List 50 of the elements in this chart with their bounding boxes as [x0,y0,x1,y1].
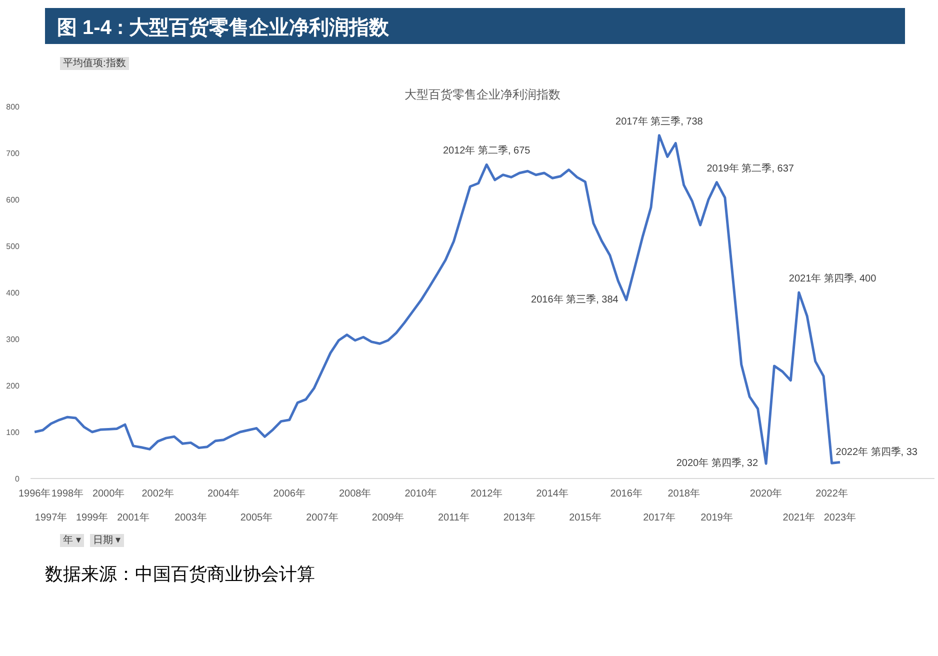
x-tick-label: 2016年 [610,488,642,500]
y-tick-label: 200 [6,382,20,391]
source-note: 数据来源：中国百货商业协会计算 [45,562,315,586]
y-tick-label: 100 [6,428,20,438]
y-tick-label: 700 [6,149,20,158]
x-tick-label: 2001年 [117,512,150,524]
x-tick-label: 1997年 [34,512,68,524]
annotation: 2022年 第四季, 33 [836,446,918,458]
x-tick-label: 2020年 [750,488,782,500]
chart-title: 图 1-4 : 大型百货零售企业净利润指数 [57,16,390,41]
x-tick-label: 2006年 [273,488,306,500]
x-tick-label: 2005年 [240,512,273,524]
annotation: 2017年 第三季, 738 [616,116,704,128]
y-tick-label: 0 [15,474,20,484]
x-tick-label: 2019年 [700,512,733,524]
x-tick-label: 2015年 [569,512,602,524]
x-tick-label: 2000年 [92,488,125,500]
text: 年 ▾ [60,534,84,548]
x-tick-label: 2008年 [338,488,372,500]
x-tick-label: 2011年 [438,512,470,524]
annotation: 2020年 第四季, 32 [676,457,758,470]
chart-subtitle: 大型百货零售企业净利润指数 [404,88,560,102]
x-tick-label: 2021年 [782,512,816,524]
y-tick-label: 800 [6,102,20,112]
x-tick-label: 2003年 [174,512,207,524]
annotation: 2021年 第四季, 400 [788,272,877,285]
x-tick-label: 2007年 [306,512,338,524]
x-tick-label: 2010年 [404,488,437,500]
x-tick-label: 2022年 [816,488,848,500]
y-tick-label: 300 [6,335,20,344]
annotation: 2019年 第二季, 637 [706,162,794,175]
text: 日期 ▾ [90,534,124,548]
y-tick-label: 600 [6,196,20,205]
x-tick-label: 2014年 [536,488,568,500]
text: 平均值项:指数 [60,57,129,70]
y-tick-label: 500 [6,242,20,252]
x-tick-label: 1998年 [51,488,84,500]
annotation: 2016年 第三季, 384 [531,294,619,306]
x-tick-label: 2012年 [470,488,503,500]
x-tick-label: 2023年 [824,512,856,524]
y-tick-label: 400 [6,288,20,298]
x-tick-label: 2004年 [208,488,240,500]
x-tick-label: 2018年 [668,488,700,500]
annotation: 2012年 第二季, 675 [442,144,531,157]
x-tick-label: 1999年 [76,512,108,524]
x-tick-label: 2002年 [142,488,174,500]
x-tick-label: 2013年 [503,512,536,524]
x-tick-label: 1996年 [18,488,51,500]
x-tick-label: 2017年 [643,512,676,524]
x-tick-label: 2009年 [372,512,404,524]
